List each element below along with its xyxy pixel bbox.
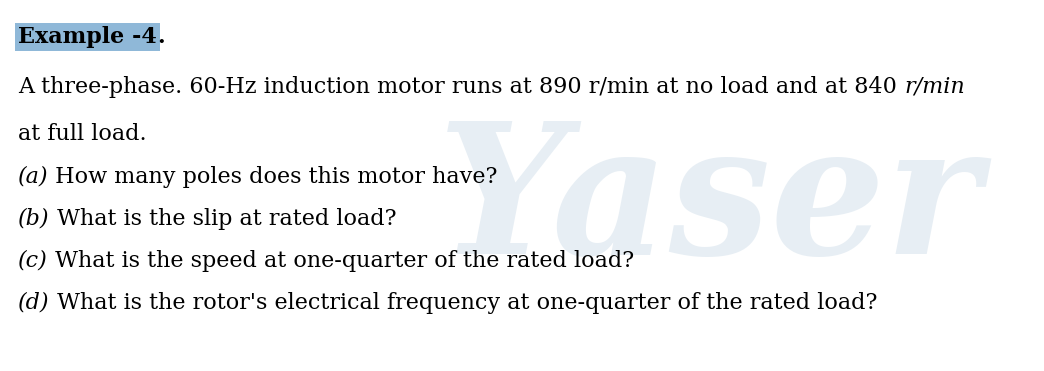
Text: .: . bbox=[157, 26, 165, 48]
Text: r/min: r/min bbox=[904, 76, 965, 98]
Text: A three-phase. 60-Hz induction motor runs at 890 r/min at no load and at 840: A three-phase. 60-Hz induction motor run… bbox=[18, 76, 904, 98]
Text: (a): (a) bbox=[18, 166, 48, 188]
Text: Yaser: Yaser bbox=[438, 116, 981, 292]
Text: Example -4: Example -4 bbox=[18, 26, 157, 48]
Text: at full load.: at full load. bbox=[18, 123, 146, 145]
Text: What is the slip at rated load?: What is the slip at rated load? bbox=[49, 208, 396, 230]
Text: (d): (d) bbox=[18, 292, 49, 314]
Text: (b): (b) bbox=[18, 208, 49, 230]
Text: (c): (c) bbox=[18, 250, 48, 272]
Text: What is the rotor's electrical frequency at one-quarter of the rated load?: What is the rotor's electrical frequency… bbox=[49, 292, 877, 314]
Text: What is the speed at one-quarter of the rated load?: What is the speed at one-quarter of the … bbox=[48, 250, 634, 272]
Text: How many poles does this motor have?: How many poles does this motor have? bbox=[48, 166, 498, 188]
